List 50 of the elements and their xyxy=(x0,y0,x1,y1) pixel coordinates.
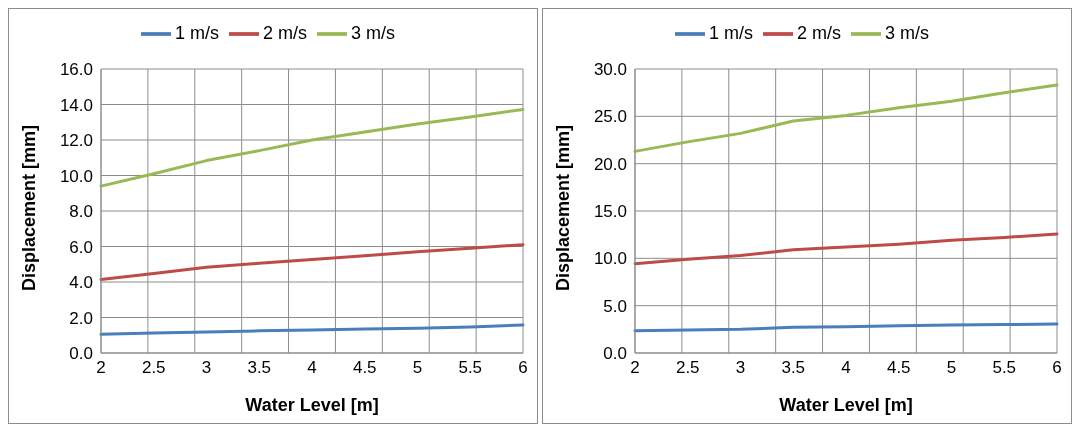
legend-label: 3 m/s xyxy=(885,22,930,43)
x-tick-label: 4 xyxy=(841,358,851,378)
y-axis-title: Displacement [mm] xyxy=(19,124,40,291)
y-tick-label: 30.0 xyxy=(593,60,627,80)
x-tick-label: 2 xyxy=(630,358,640,378)
y-tick-label: 6.0 xyxy=(69,237,93,257)
line-series xyxy=(633,83,1059,153)
legend-label: 2 m/s xyxy=(262,22,307,43)
y-tick-label: 5.0 xyxy=(603,296,627,316)
x-axis-title: Water Level [m] xyxy=(779,395,913,415)
y-tick-label: 10.0 xyxy=(593,249,627,269)
legend-label: 2 m/s xyxy=(796,22,841,43)
x-tick-label: 4 xyxy=(307,358,317,378)
x-tick-label: 3 xyxy=(735,358,746,378)
x-tick-label: 3.5 xyxy=(781,358,806,378)
line-series xyxy=(99,107,525,188)
legend-label: 1 m/s xyxy=(174,22,219,43)
x-tick-label: 5 xyxy=(946,358,957,378)
legend-label: 1 m/s xyxy=(708,22,753,43)
x-tick-label: 4.5 xyxy=(886,358,911,378)
x-tick-label: 2 xyxy=(96,358,106,378)
y-tick-label: 12.0 xyxy=(59,131,93,151)
line-series xyxy=(99,243,525,282)
y-axis-title: Displacement [mm] xyxy=(553,124,574,291)
x-tick-label: 3 xyxy=(201,358,212,378)
y-tick-label: 20.0 xyxy=(593,154,627,174)
y-tick-label: 8.0 xyxy=(69,202,93,222)
x-tick-label: 5 xyxy=(412,358,423,378)
y-tick-label: 25.0 xyxy=(593,107,627,127)
legend-label: 3 m/s xyxy=(351,22,396,43)
line-series xyxy=(99,323,525,336)
x-tick-label: 4.5 xyxy=(352,358,377,378)
line-series xyxy=(633,232,1059,266)
x-tick-label: 2.5 xyxy=(141,358,166,378)
y-tick-label: 15.0 xyxy=(593,202,627,222)
x-tick-label: 3.5 xyxy=(247,358,272,378)
y-tick-label: 0.0 xyxy=(603,344,627,364)
line-series xyxy=(633,322,1059,333)
y-tick-label: 4.0 xyxy=(69,273,93,293)
x-tick-label: 2.5 xyxy=(675,358,700,378)
x-tick-label: 5.5 xyxy=(458,358,483,378)
x-tick-label: 6 xyxy=(1052,358,1062,378)
x-axis-title: Water Level [m] xyxy=(245,395,379,415)
y-tick-label: 0.0 xyxy=(69,344,93,364)
y-tick-label: 2.0 xyxy=(69,308,93,328)
y-tick-label: 16.0 xyxy=(59,60,93,80)
x-tick-label: 5.5 xyxy=(992,358,1017,378)
y-tick-label: 10.0 xyxy=(59,166,93,186)
y-tick-label: 14.0 xyxy=(59,95,93,115)
x-tick-label: 6 xyxy=(518,358,528,378)
